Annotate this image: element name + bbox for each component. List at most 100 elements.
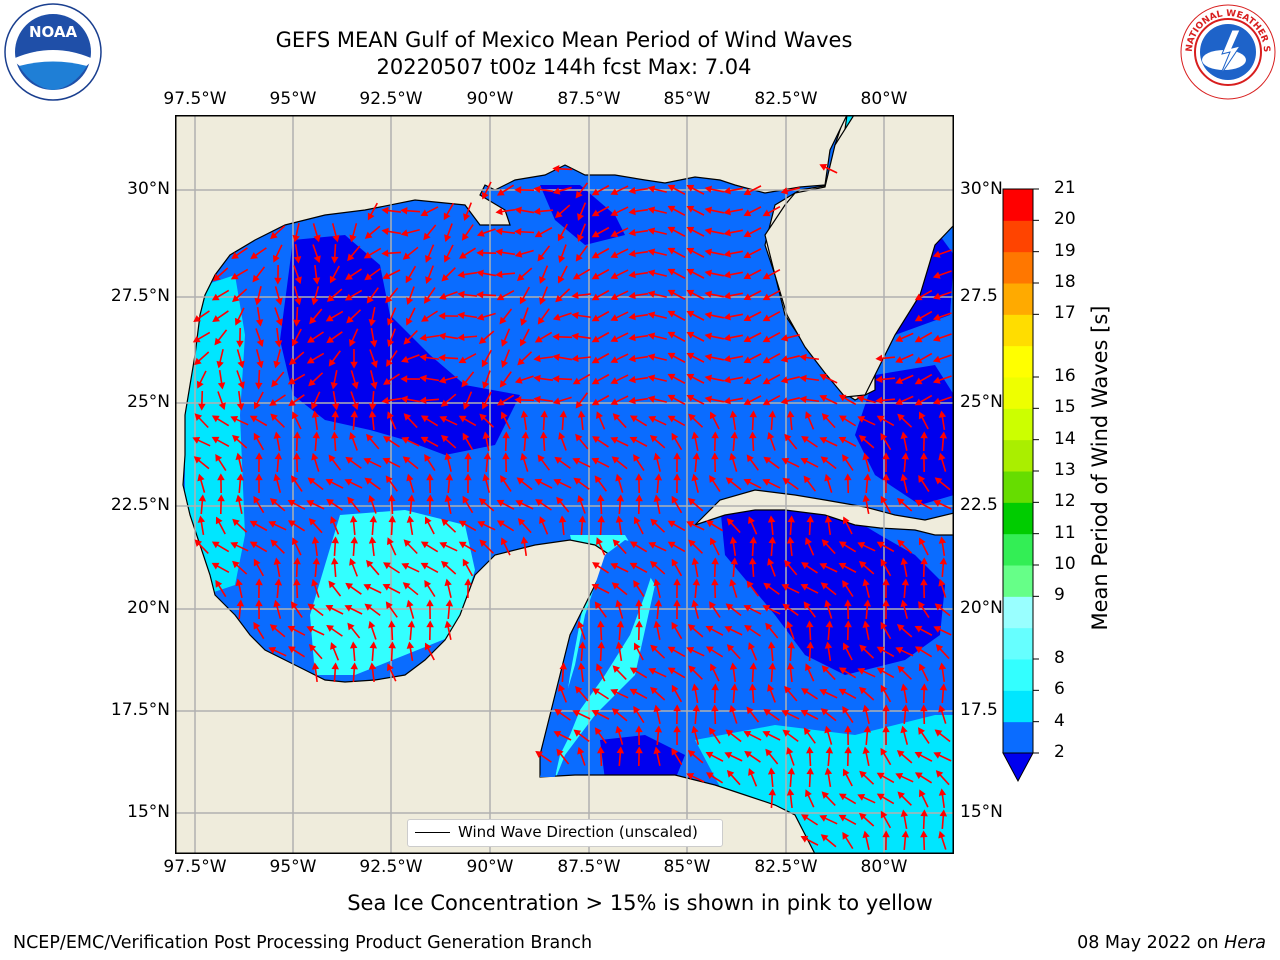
wave-direction-arrowhead	[419, 333, 427, 342]
wave-direction-arrowhead	[691, 725, 699, 734]
wave-direction-arrowhead	[629, 415, 638, 423]
wave-direction-arrowhead	[196, 380, 204, 389]
wave-direction-arrowhead	[673, 599, 681, 607]
wave-direction-arrowhead	[762, 604, 771, 612]
wave-direction-arrowhead	[594, 601, 602, 610]
wave-direction-arrowhead	[900, 725, 908, 734]
wave-direction-arrowhead	[311, 401, 318, 410]
wave-direction-arrowhead	[859, 644, 867, 653]
wave-direction-arrowhead	[572, 457, 581, 465]
wave-direction-arrowhead	[406, 641, 415, 649]
wave-direction-arrowhead	[857, 793, 866, 801]
wave-direction-arrowhead	[801, 688, 809, 696]
wave-direction-arrowhead	[553, 730, 562, 738]
wave-direction-arrowhead	[424, 642, 432, 651]
wave-direction-arrowhead	[635, 746, 643, 754]
wave-direction-arrowhead	[920, 431, 928, 439]
wave-direction-arrowhead	[309, 316, 317, 325]
colorbar-tick-label: 20	[1054, 209, 1076, 230]
wave-direction-arrowhead	[211, 436, 220, 444]
lon-label-top: 90°W	[466, 89, 514, 109]
wave-direction-arrowhead	[653, 746, 661, 755]
chart-title-line2: 20220507 t00z 144h fcst Max: 7.04	[376, 55, 752, 79]
lat-label-left: 15°N	[127, 802, 170, 822]
wave-direction-arrowhead	[819, 373, 828, 381]
graticule	[175, 115, 954, 854]
wave-direction-arrowhead	[462, 495, 470, 504]
wave-direction-arrowhead	[895, 356, 904, 363]
wave-direction-arrowhead	[784, 559, 792, 568]
wave-direction-arrowhead	[591, 314, 600, 322]
wave-direction-arrowhead	[782, 603, 791, 611]
wave-direction-arrowhead	[290, 601, 298, 610]
wave-direction-arrowhead	[875, 375, 883, 384]
wave-direction-arrowhead	[328, 454, 336, 463]
wave-direction-arrowhead	[897, 497, 905, 506]
ocean-yucatan-channel	[540, 540, 655, 777]
wave-direction-arrowhead	[934, 729, 943, 737]
wave-direction-arrowhead	[366, 559, 374, 568]
wave-direction-arrowhead	[918, 475, 926, 483]
wave-direction-arrowhead	[368, 494, 376, 503]
wave-direction-arrowhead	[724, 625, 733, 633]
wave-direction-arrowhead	[287, 499, 296, 507]
wave-direction-arrowhead	[197, 473, 205, 482]
wave-direction-arrowhead	[767, 557, 775, 566]
wave-direction-arrowhead	[345, 456, 354, 464]
wave-direction-arrowhead	[825, 620, 834, 628]
wave-direction-arrowhead	[481, 401, 489, 410]
wave-direction-arrowhead	[801, 814, 809, 822]
wave-direction-arrowhead	[938, 788, 947, 796]
wave-direction-arrowhead	[743, 209, 752, 217]
wave-direction-arrowhead	[610, 188, 619, 196]
wave-direction-arrowhead	[420, 415, 429, 423]
lon-label-top: 85°W	[663, 89, 711, 109]
wave-direction-arrowhead	[443, 254, 451, 263]
wave-direction-arrowhead	[499, 316, 507, 325]
wave-direction-arrowhead	[552, 333, 560, 341]
wave-direction-arrowhead	[743, 314, 752, 322]
wave-direction-arrowhead	[217, 473, 225, 481]
noaa-logo-text: NOAA	[29, 23, 78, 41]
colorbar-segment	[1003, 659, 1033, 691]
wave-direction-arrowhead	[275, 297, 283, 306]
wave-direction-arrowhead	[344, 478, 353, 486]
wave-direction-arrowhead	[723, 292, 731, 300]
wave-direction-arrowhead	[628, 186, 636, 195]
lon-label-top: 97.5°W	[163, 89, 227, 109]
lon-label-top: 82.5°W	[754, 89, 818, 109]
wave-direction-arrowhead	[650, 644, 658, 653]
wave-direction-arrowhead	[895, 335, 904, 342]
wave-direction-arrowhead	[438, 376, 447, 384]
wave-direction-arrowhead	[882, 704, 890, 712]
wave-direction-arrowhead	[653, 452, 661, 461]
wave-direction-arrowhead	[406, 599, 414, 608]
wave-direction-arrowhead	[445, 473, 454, 481]
wave-direction-arrowhead	[311, 662, 320, 670]
wave-direction-arrowhead	[628, 354, 636, 363]
wave-direction-arrowhead	[763, 582, 772, 590]
wave-direction-arrowhead	[364, 273, 373, 281]
wave-direction-arrowhead	[288, 357, 297, 365]
wave-direction-arrowhead	[591, 272, 600, 280]
wave-direction-arrowhead	[667, 331, 676, 339]
wave-direction-arrowhead	[918, 663, 926, 672]
wave-direction-arrowhead	[671, 684, 679, 693]
wave-direction-arrowhead	[671, 747, 679, 756]
wave-direction-arrowhead	[253, 495, 261, 504]
wave-direction-arrowhead	[591, 709, 600, 717]
wave-direction-arrowhead	[419, 374, 427, 383]
wave-direction-arrowhead	[938, 536, 947, 544]
wave-direction-arrowhead	[386, 663, 394, 672]
wave-direction-arrowhead	[346, 315, 354, 324]
wave-direction-arrowhead	[476, 249, 484, 257]
wave-direction-arrowhead	[820, 582, 829, 590]
wave-direction-arrowhead	[269, 399, 277, 406]
wave-direction-arrowhead	[331, 256, 339, 264]
wave-direction-arrowhead	[573, 477, 582, 485]
wave-direction-arrowhead	[457, 333, 465, 342]
wave-direction-arrowhead	[552, 353, 560, 362]
wave-direction-arrowhead	[862, 494, 870, 502]
wave-direction-arrowhead	[575, 400, 583, 409]
wave-direction-arrowhead	[591, 335, 600, 343]
